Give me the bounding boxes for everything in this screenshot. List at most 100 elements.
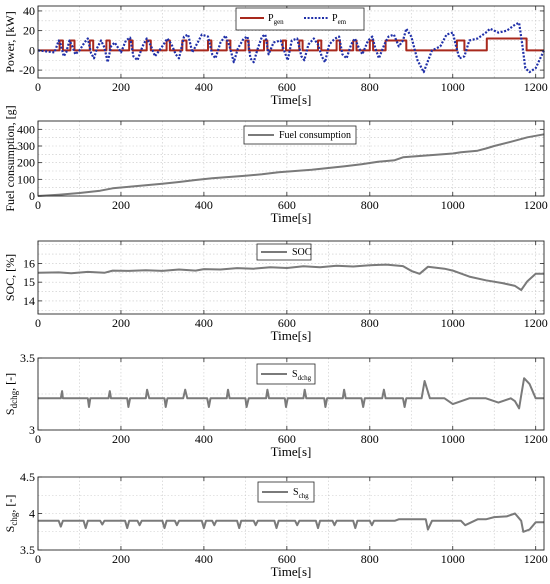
legend: Pgen Pem bbox=[235, 7, 365, 31]
legend-label: Fuel consumption bbox=[279, 130, 351, 141]
plot-frame bbox=[37, 240, 545, 315]
x-axis-label: Time[s] bbox=[271, 210, 312, 225]
legend: Schg bbox=[257, 481, 315, 503]
plot-frame bbox=[37, 120, 545, 197]
y-axis-label: Power, [kW] bbox=[3, 11, 17, 73]
legend: SOC bbox=[256, 243, 312, 261]
x-tick-label: 0 bbox=[35, 316, 41, 330]
legend-label-main: S bbox=[293, 487, 299, 498]
soc-panel: 0 200 400 600 800 1000 1200 14 15 16 Time[s] SOC, [… bbox=[3, 240, 548, 343]
series-line-power-1 bbox=[37, 21, 545, 74]
y-tick-label: 40 bbox=[23, 4, 35, 18]
legend: Fuel consumption bbox=[243, 125, 357, 145]
x-tick-label: 200 bbox=[112, 432, 130, 446]
series-line-fuel-0 bbox=[37, 133, 545, 197]
legend-label: SOC bbox=[292, 247, 312, 258]
y-axis-label-subscript: dchg bbox=[9, 390, 19, 408]
y-axis-label: Schg, [-] bbox=[3, 495, 19, 533]
y-axis-label-main: S bbox=[3, 526, 17, 533]
x-tick-label: 1200 bbox=[524, 80, 548, 94]
plot-frame bbox=[37, 357, 545, 431]
series-line-schg-0 bbox=[38, 512, 544, 533]
x-tick-label: 0 bbox=[35, 198, 41, 212]
x-tick-label: 0 bbox=[35, 80, 41, 94]
fuel-consumption-panel: 0 200 400 600 800 1000 12000100200300400Time[s… bbox=[3, 105, 548, 225]
y-tick-label: -20 bbox=[19, 63, 35, 77]
y-axis-label: Sdchg, [-] bbox=[3, 373, 19, 415]
y-tick-label: 4 bbox=[29, 507, 35, 521]
y-tick-label: 400 bbox=[17, 122, 35, 136]
series-line-soc-0 bbox=[37, 263, 544, 291]
x-tick-label: 200 bbox=[112, 198, 130, 212]
plot-frame bbox=[37, 5, 545, 79]
y-tick-label: 4.5 bbox=[20, 470, 35, 484]
y-axis-label-main: Fuel consumption, [g] bbox=[3, 105, 17, 211]
y-tick-label: 15 bbox=[23, 275, 35, 289]
x-tick-label: 200 bbox=[112, 316, 130, 330]
legend-label-subscript: gen bbox=[274, 18, 285, 26]
x-tick-label: 1200 bbox=[524, 552, 548, 566]
x-tick-label: 200 bbox=[112, 80, 130, 94]
x-tick-label: 800 bbox=[361, 432, 379, 446]
x-tick-label: 1200 bbox=[524, 198, 548, 212]
y-tick-label: 200 bbox=[17, 156, 35, 170]
x-tick-label: 1200 bbox=[524, 316, 548, 330]
legend-label-main: P bbox=[332, 13, 338, 24]
legend-label: Sdchg bbox=[292, 369, 312, 382]
x-axis-label: Time[s] bbox=[271, 444, 312, 459]
y-tick-label: 100 bbox=[17, 172, 35, 186]
x-tick-label: 1000 bbox=[441, 198, 465, 212]
legend-label-main: P bbox=[268, 13, 274, 24]
y-tick-label: 14 bbox=[23, 294, 35, 308]
x-tick-label: 400 bbox=[195, 552, 213, 566]
y-tick-label: 300 bbox=[17, 139, 35, 153]
y-tick-label: 0 bbox=[29, 189, 35, 203]
y-tick-label: 20 bbox=[23, 24, 35, 38]
y-axis-label-suffix: , [-] bbox=[3, 373, 17, 391]
legend-label-main: Fuel consumption bbox=[279, 130, 351, 141]
x-tick-label: 400 bbox=[195, 198, 213, 212]
legend-label: Pgen bbox=[268, 13, 284, 26]
y-tick-label: 3 bbox=[29, 423, 35, 437]
x-tick-label: 800 bbox=[361, 198, 379, 212]
x-tick-label: 0 bbox=[35, 432, 41, 446]
legend-label-subscript: dchg bbox=[298, 374, 312, 382]
s-chg-panel: 0 200 400 600 800 1000 1200 3.5 4 4.5 Time[s] Schg,… bbox=[3, 470, 548, 579]
x-axis-label: Time[s] bbox=[271, 92, 312, 107]
legend-box bbox=[235, 7, 365, 31]
legend-label-main: S bbox=[292, 369, 298, 380]
y-axis-label-subscript: chg bbox=[9, 512, 19, 525]
y-axis-label-main: Power, [kW] bbox=[3, 11, 17, 73]
x-axis-label: Time[s] bbox=[271, 328, 312, 343]
y-axis-label-suffix: , [-] bbox=[3, 495, 17, 513]
legend-label-main: SOC bbox=[292, 247, 312, 258]
x-tick-label: 400 bbox=[195, 316, 213, 330]
x-tick-label: 200 bbox=[112, 552, 130, 566]
x-tick-label: 1000 bbox=[441, 552, 465, 566]
y-tick-label: 0 bbox=[29, 43, 35, 57]
y-tick-label: 3.5 bbox=[20, 543, 35, 557]
power-panel: 0 200 400 600 800 1000 1200-2002040Time[s]Powe… bbox=[3, 4, 548, 107]
x-tick-label: 600 bbox=[278, 198, 296, 212]
x-tick-label: 0 bbox=[35, 552, 41, 566]
y-tick-label: 16 bbox=[23, 256, 35, 270]
legend-label-subscript: em bbox=[338, 18, 347, 26]
y-axis-label-main: SOC, [%] bbox=[3, 254, 17, 301]
legend-label-subscript: chg bbox=[299, 492, 310, 500]
y-axis-label: Fuel consumption, [g] bbox=[3, 105, 17, 211]
legend-box bbox=[243, 125, 357, 145]
legend: Sdchg bbox=[256, 363, 316, 385]
y-axis-label-main: S bbox=[3, 408, 17, 415]
x-tick-label: 600 bbox=[278, 432, 296, 446]
x-axis-label: Time[s] bbox=[271, 564, 312, 579]
series-line-sdchg-0 bbox=[38, 377, 544, 410]
x-tick-label: 1000 bbox=[441, 316, 465, 330]
x-tick-label: 400 bbox=[195, 80, 213, 94]
x-tick-label: 800 bbox=[361, 552, 379, 566]
x-tick-label: 600 bbox=[278, 80, 296, 94]
y-axis-label: SOC, [%] bbox=[3, 254, 17, 301]
x-tick-label: 600 bbox=[278, 552, 296, 566]
y-tick-label: 3.5 bbox=[20, 351, 35, 365]
